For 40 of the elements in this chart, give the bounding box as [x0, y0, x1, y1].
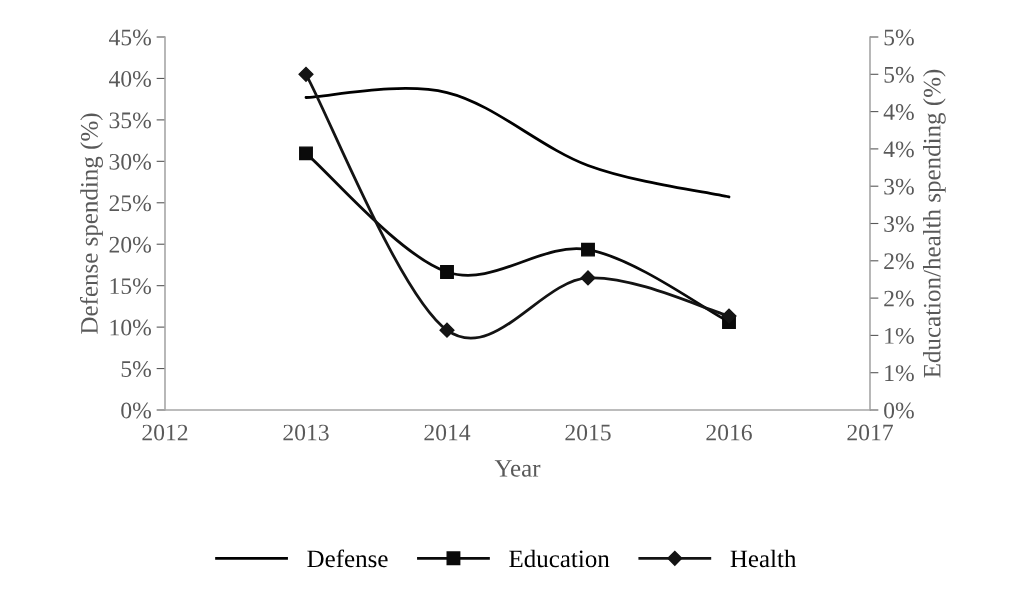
point [299, 146, 313, 161]
y-tick-label: 35% [109, 112, 151, 129]
x-tick-label: 2014 [424, 424, 471, 441]
legend-label: Defense [307, 549, 388, 568]
point [580, 270, 596, 286]
y-tick-label: 15% [110, 278, 151, 295]
y2-tick-label: 2% [884, 253, 914, 270]
y-tick-label: 45% [108, 29, 151, 46]
legend-label: Health [730, 549, 797, 568]
x-tick-label: 2017 [847, 424, 893, 441]
y2-tick-label: 1% [885, 365, 914, 382]
x-tick-label: 2016 [706, 424, 752, 441]
point [581, 242, 595, 257]
y-tick-label: 40% [108, 70, 151, 87]
y-tick-label: 5% [121, 361, 151, 378]
y2-tick-label: 4% [883, 104, 914, 121]
y2-tick-label: 0% [884, 402, 914, 419]
y2-tick-label: 2% [884, 290, 914, 307]
y-tick-label: 0% [121, 402, 151, 419]
x-tick-label: 2012 [142, 424, 188, 441]
legend-label: Education [509, 549, 610, 568]
y2-tick-label: 3% [884, 178, 914, 195]
y2-tick-label: 5% [884, 66, 914, 83]
y-tick-label: 25% [109, 195, 151, 212]
y2-tick-label: 1% [885, 327, 914, 344]
point [440, 265, 454, 279]
y-axis-title: Defense spending (%) [79, 113, 103, 334]
y2-tick-label: 5% [884, 29, 914, 46]
y-tick-label: 20% [109, 236, 151, 253]
point [298, 66, 314, 82]
x-tick-label: 2015 [565, 424, 611, 441]
x-axis-title: Year [494, 460, 541, 477]
point [439, 322, 455, 338]
y-tick-label: 30% [109, 153, 151, 170]
y2-tick-label: 4% [883, 141, 914, 158]
y-tick-label: 10% [110, 319, 151, 336]
x-tick-label: 2013 [283, 424, 329, 441]
point [721, 308, 737, 324]
y2-axis-title: Education/health spending (%) [923, 69, 946, 378]
y2-tick-label: 3% [884, 215, 914, 232]
